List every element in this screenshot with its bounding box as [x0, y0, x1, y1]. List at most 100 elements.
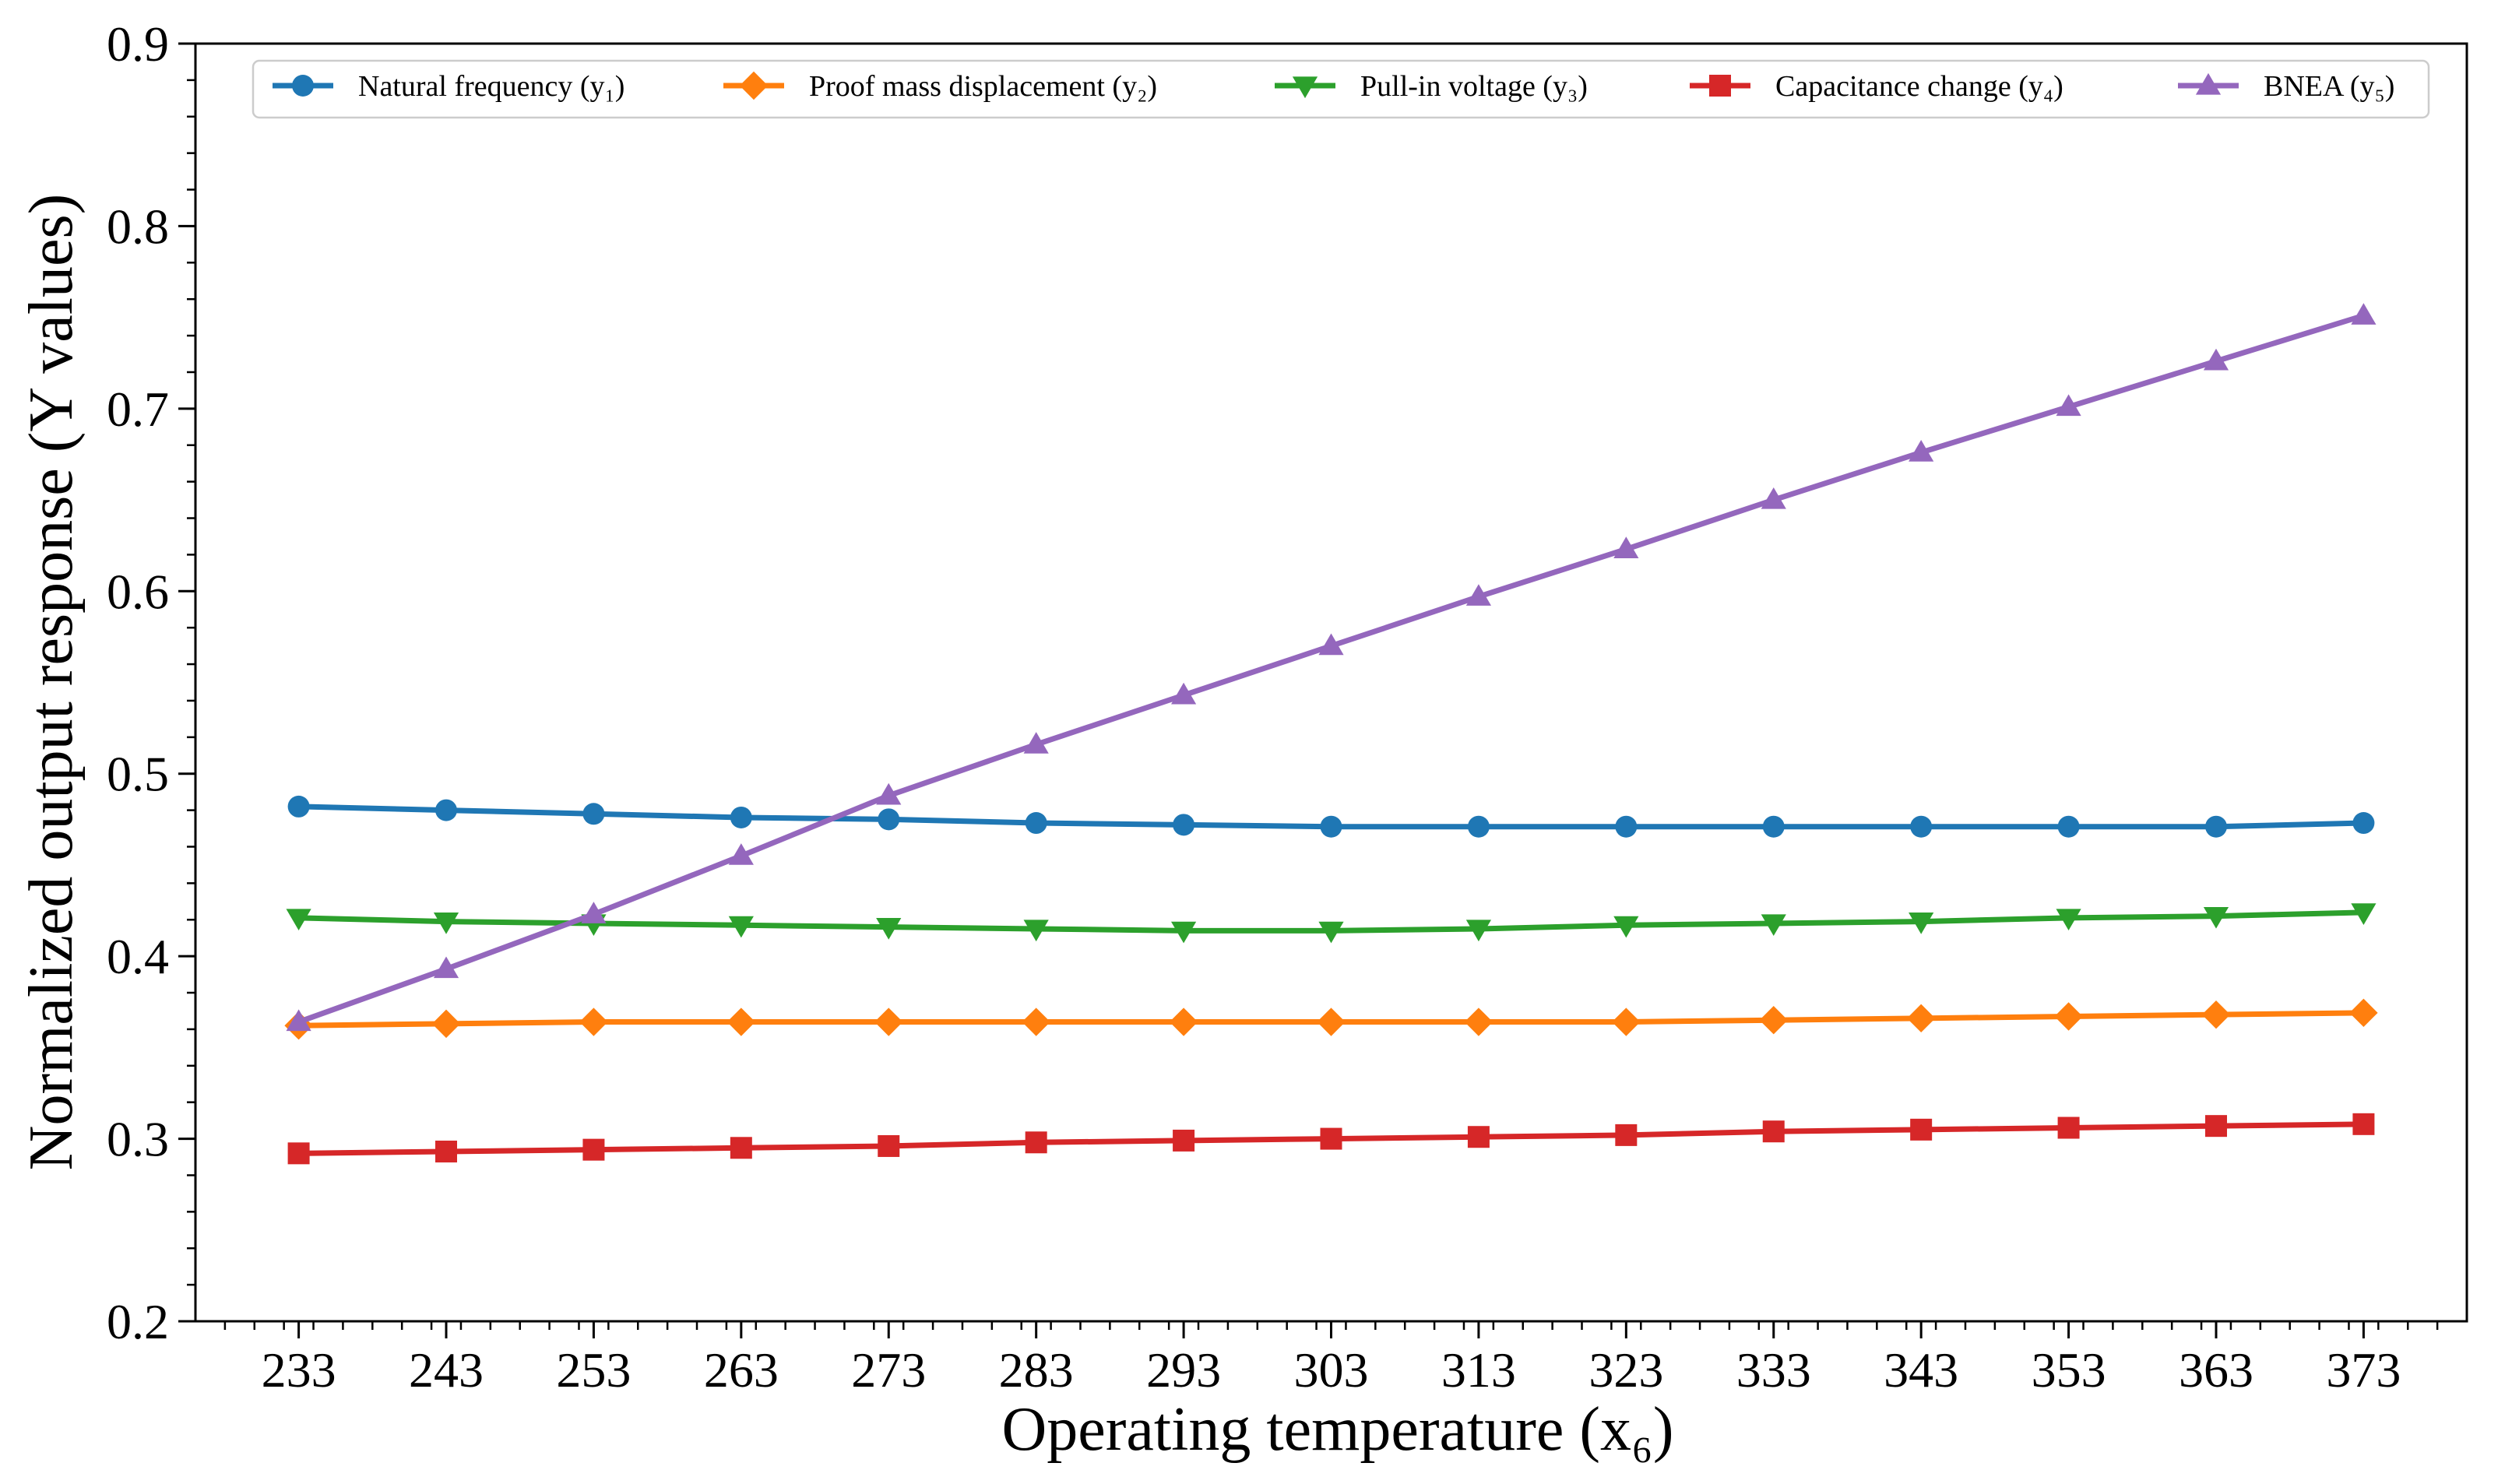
- data-point: [1318, 633, 1344, 656]
- data-point: [1169, 1008, 1198, 1036]
- data-point: [1022, 1008, 1050, 1036]
- data-point: [1465, 584, 1492, 606]
- data-point: [1909, 913, 1934, 934]
- minor-ticks: [187, 42, 2439, 1330]
- data-point: [582, 803, 605, 825]
- data-point: [1615, 1124, 1638, 1146]
- data-point: [1906, 1004, 1936, 1033]
- data-point: [286, 1009, 311, 1032]
- data-point: [876, 918, 902, 940]
- data-point: [2204, 815, 2227, 838]
- data-point: [1170, 682, 1197, 705]
- y-tick-label: 0.2: [107, 1294, 169, 1349]
- data-point: [1173, 1129, 1195, 1152]
- data-point: [1320, 815, 1342, 838]
- legend-entry-2: Proof mass displacement (y₂): [723, 70, 1157, 103]
- data-point: [1025, 812, 1047, 835]
- data-point: [2203, 906, 2229, 929]
- data-point: [2351, 303, 2377, 325]
- legend-label: Pull-in voltage (y₃): [1360, 70, 1588, 103]
- x-tick-label: 233: [262, 1342, 336, 1398]
- legend-swatch-marker: [292, 75, 314, 97]
- data-point: [1173, 814, 1195, 836]
- series-layer: [284, 303, 2378, 1165]
- data-point: [1910, 1118, 1933, 1141]
- data-point: [728, 916, 754, 938]
- data-point: [1762, 1120, 1785, 1143]
- data-point: [582, 1138, 605, 1161]
- data-point: [287, 1142, 310, 1165]
- x-tick-label: 243: [409, 1342, 484, 1398]
- series-2: [284, 998, 2378, 1040]
- data-point: [581, 902, 607, 923]
- series-5: [286, 303, 2377, 1032]
- data-point: [435, 799, 458, 821]
- x-tick-label: 313: [1441, 1342, 1516, 1398]
- data-point: [2054, 1002, 2083, 1031]
- legend: Natural frequency (y₁) Proof mass displac…: [252, 59, 2430, 119]
- y-tick-label: 0.3: [107, 1112, 169, 1167]
- x-tick-label: 283: [999, 1342, 1074, 1398]
- data-point: [1320, 1127, 1342, 1150]
- x-tick-label: 333: [1736, 1342, 1811, 1398]
- major-ticks: 233 243 253 263 273 283 293 303 313 323 333 343 353 3…: [107, 16, 2401, 1398]
- legend-frame: [252, 59, 2430, 119]
- y-tick-label: 0.9: [107, 16, 169, 72]
- series-1: [287, 795, 2375, 838]
- data-point: [2204, 1115, 2227, 1138]
- data-point: [1467, 1126, 1490, 1148]
- data-point: [433, 913, 459, 934]
- data-point: [2056, 909, 2081, 931]
- data-point: [2352, 812, 2375, 835]
- x-tick-label: 253: [556, 1342, 631, 1398]
- data-point: [287, 795, 310, 818]
- legend-label: Capacitance change (y₄): [1775, 70, 2063, 103]
- data-point: [1025, 1131, 1047, 1154]
- plot-frame: [194, 42, 2468, 1323]
- data-point: [1464, 1008, 1493, 1036]
- legend-swatch-marker: [739, 71, 769, 100]
- data-point: [431, 1009, 461, 1039]
- data-point: [2057, 1117, 2080, 1139]
- data-point: [1465, 920, 1492, 942]
- data-point: [2351, 903, 2377, 925]
- legend-label: Proof mass displacement (y₂): [809, 70, 1157, 103]
- data-point: [1467, 815, 1490, 838]
- data-point: [1909, 440, 1934, 462]
- data-point: [2203, 348, 2229, 371]
- data-point: [728, 843, 754, 865]
- series-3: [286, 903, 2377, 944]
- x-tick-label: 303: [1294, 1342, 1369, 1398]
- y-axis-label: Normalized output response (Y values): [17, 194, 86, 1170]
- data-point: [1762, 815, 1785, 838]
- legend-swatch-marker: [1709, 75, 1731, 97]
- data-point: [1613, 536, 1639, 558]
- legend-swatch-marker: [2195, 72, 2222, 95]
- data-point: [1613, 916, 1639, 938]
- x-tick-label: 293: [1146, 1342, 1221, 1398]
- y-tick-label: 0.4: [107, 929, 169, 984]
- data-point: [1023, 732, 1049, 754]
- legend-label: Natural frequency (y₁): [358, 70, 624, 103]
- legend-entry-4: Capacitance change (y₄): [1690, 70, 2063, 103]
- y-tick-label: 0.8: [107, 199, 169, 254]
- data-point: [1023, 920, 1049, 942]
- data-point: [727, 1008, 756, 1036]
- x-tick-label: 273: [851, 1342, 926, 1398]
- legend-entry-1: Natural frequency (y₁): [273, 70, 624, 103]
- data-point: [1318, 921, 1344, 944]
- legend-entry-5: BNEA (y₅): [2178, 70, 2394, 103]
- legend-entry-3: Pull-in voltage (y₃): [1275, 70, 1588, 103]
- y-tick-label: 0.5: [107, 747, 169, 802]
- data-point: [1759, 1005, 1788, 1035]
- x-tick-label: 353: [2032, 1342, 2106, 1398]
- data-point: [878, 808, 900, 831]
- data-point: [1170, 921, 1197, 944]
- legend-label: BNEA (y₅): [2264, 70, 2394, 103]
- data-point: [579, 1008, 608, 1036]
- y-tick-label: 0.7: [107, 382, 169, 437]
- data-point: [730, 1137, 752, 1159]
- series-4: [287, 1113, 2375, 1165]
- data-point: [2352, 1113, 2375, 1135]
